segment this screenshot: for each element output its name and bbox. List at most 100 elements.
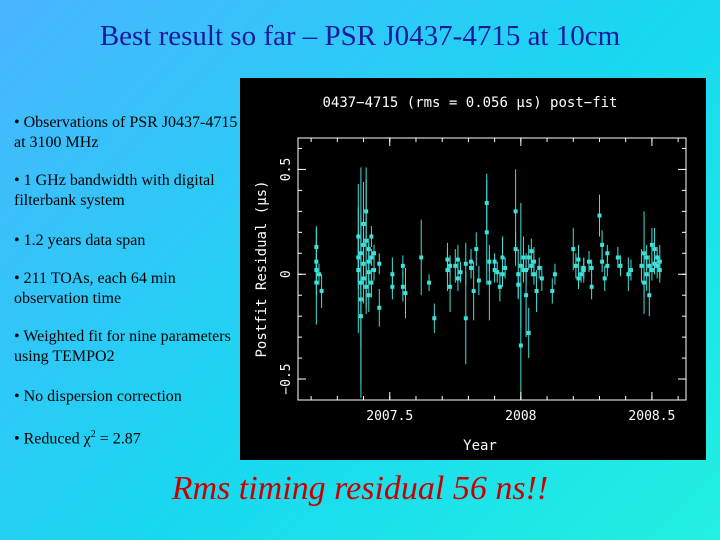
data-point — [356, 255, 361, 260]
rms-highlight: Rms timing residual 56 ns!! — [171, 470, 549, 507]
data-point — [484, 230, 489, 235]
data-point — [358, 280, 363, 285]
data-point — [642, 251, 647, 256]
data-point — [529, 249, 534, 254]
data-point — [458, 270, 463, 275]
data-point — [589, 265, 594, 270]
data-point — [463, 316, 468, 321]
data-point — [495, 270, 500, 275]
data-point — [626, 272, 631, 277]
chi-superscript: 2 — [90, 429, 96, 440]
chi-symbol: χ — [83, 430, 91, 448]
data-point — [364, 209, 369, 214]
data-point — [652, 247, 657, 252]
data-point — [369, 280, 374, 285]
data-point — [513, 209, 518, 214]
data-point — [518, 343, 523, 348]
data-point — [469, 259, 474, 264]
data-point — [463, 261, 468, 266]
residual-chart: 0437−4715 (rms = 0.056 μs) post−fit 2007… — [240, 78, 706, 460]
data-point — [605, 263, 610, 268]
x-axis-label: Year — [463, 438, 497, 454]
data-point — [537, 265, 542, 270]
data-point — [649, 242, 654, 247]
data-point — [579, 272, 584, 277]
data-point — [377, 261, 382, 266]
y-tick-label: −0.5 — [279, 363, 294, 394]
data-point — [377, 305, 382, 310]
data-point — [427, 280, 432, 285]
data-point — [314, 244, 319, 249]
data-point — [503, 265, 508, 270]
data-point — [369, 234, 374, 239]
axis-ticks: 2007.5 2008 2008.5 −0.5 0 0.5 — [279, 138, 686, 424]
data-point — [618, 263, 623, 268]
y-tick-label: 0 — [279, 270, 294, 278]
chart-title: 0437−4715 (rms = 0.056 μs) post−fit — [322, 95, 617, 111]
data-point — [524, 268, 529, 273]
x-tick-label: 2008.5 — [628, 409, 675, 424]
data-point — [644, 255, 649, 260]
data-point — [539, 276, 544, 281]
data-point — [356, 268, 361, 273]
data-point — [647, 263, 652, 268]
data-point — [526, 330, 531, 335]
data-point — [552, 272, 557, 277]
data-point — [453, 263, 458, 268]
bullet-data-span: • 1.2 years data span — [14, 232, 146, 249]
data-point — [576, 276, 581, 281]
data-point — [419, 255, 424, 260]
data-point — [492, 268, 497, 273]
data-point — [390, 272, 395, 277]
data-point — [534, 289, 539, 294]
data-point — [526, 255, 531, 260]
data-point — [550, 289, 555, 294]
data-point — [390, 284, 395, 289]
data-point — [518, 263, 523, 268]
y-axis-label: Postfit Residual (μs) — [254, 180, 270, 357]
data-point — [403, 291, 408, 296]
bullet-weighted-fit: • Weighted fit for nine parameters using… — [14, 328, 231, 365]
data-points — [314, 200, 662, 348]
data-point — [366, 270, 371, 275]
data-point — [600, 242, 605, 247]
data-point — [316, 272, 321, 277]
data-point — [500, 255, 505, 260]
data-point — [589, 284, 594, 289]
data-point — [356, 234, 361, 239]
data-point — [369, 255, 374, 260]
data-point — [314, 259, 319, 264]
data-point — [366, 259, 371, 264]
data-point — [587, 259, 591, 264]
data-point — [358, 314, 363, 319]
data-point — [576, 257, 581, 262]
data-point — [455, 276, 460, 281]
data-point — [474, 247, 479, 252]
data-point — [642, 280, 647, 285]
data-point — [361, 276, 366, 281]
bullet-toas: • 211 TOAs, each 64 min observation time — [14, 270, 176, 307]
data-point — [372, 268, 377, 273]
data-point — [628, 268, 633, 273]
chi-prefix: • Reduced — [14, 430, 84, 448]
residual-plot: 0437−4715 (rms = 0.056 μs) post−fit 2007… — [240, 78, 706, 460]
data-point — [476, 278, 481, 283]
plot-frame — [297, 137, 687, 401]
bullet-observations: • Observations of PSR J0437-4715 at 3100… — [14, 114, 238, 151]
y-tick-label: 0.5 — [279, 158, 294, 181]
x-tick-label: 2008 — [505, 409, 536, 424]
data-point — [649, 268, 654, 273]
data-point — [521, 255, 526, 260]
data-point — [372, 251, 377, 256]
data-point — [319, 289, 324, 294]
data-point — [455, 257, 460, 262]
data-point — [605, 251, 610, 256]
data-point — [500, 272, 505, 277]
data-point — [314, 268, 319, 273]
data-point — [531, 272, 536, 277]
data-point — [361, 261, 366, 266]
data-point — [655, 263, 660, 268]
data-point — [639, 263, 644, 268]
data-point — [615, 255, 620, 260]
data-point — [497, 284, 502, 289]
